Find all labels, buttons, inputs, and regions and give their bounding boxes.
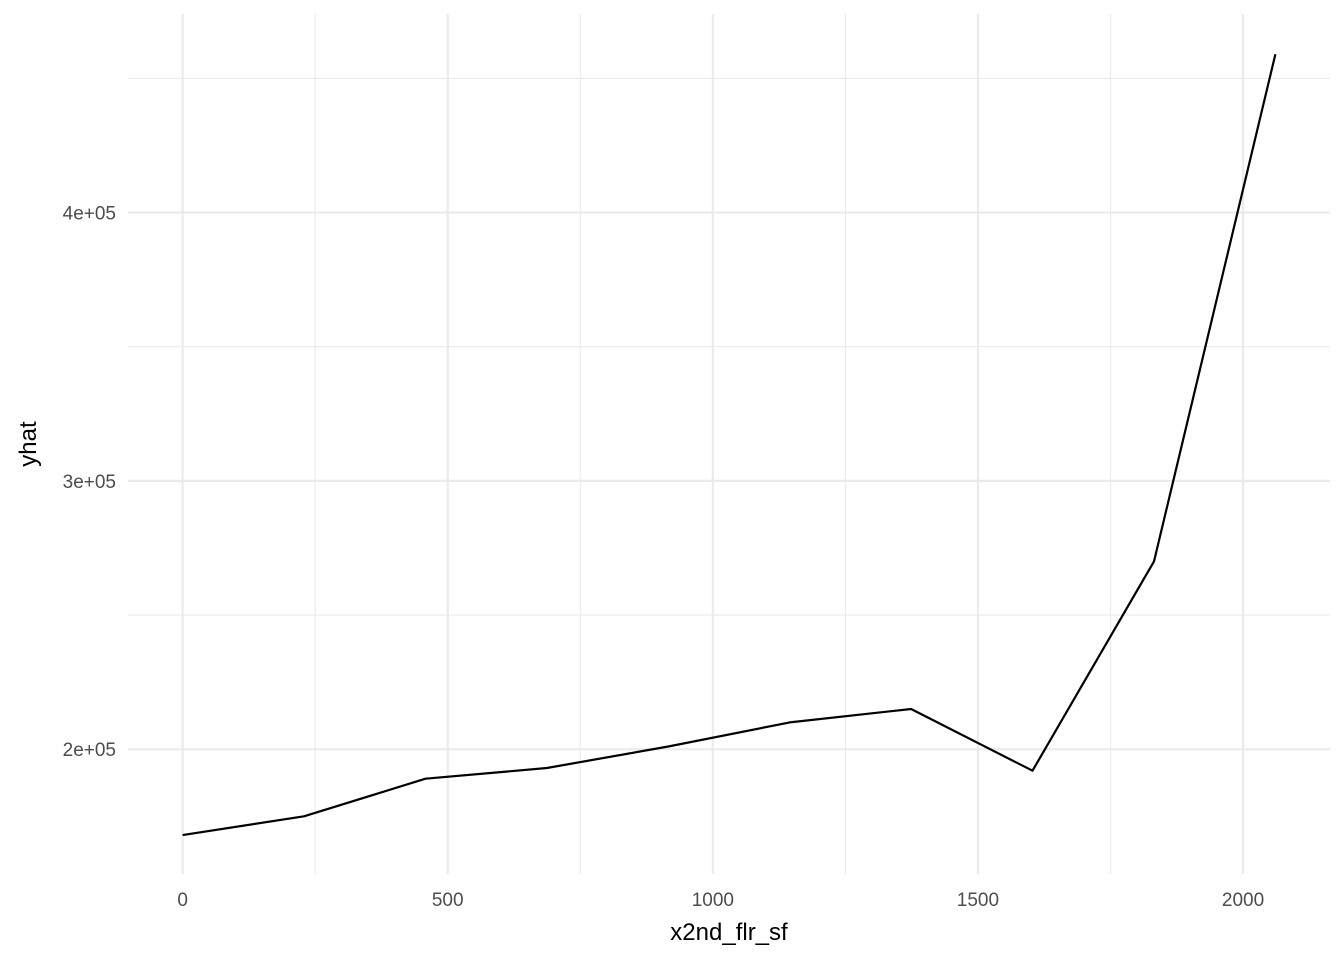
series-line-0 <box>182 53 1277 837</box>
x-axis-title: x2nd_flr_sf <box>670 919 788 946</box>
major-gridlines-x <box>181 14 1245 874</box>
y-axis-title: yhat <box>15 421 42 467</box>
x-tick-label: 1500 <box>957 890 999 911</box>
series-group <box>182 53 1277 837</box>
x-tick-label: 0 <box>177 890 188 911</box>
x-tick-label: 500 <box>432 890 464 911</box>
x-tick-label: 1000 <box>692 890 734 911</box>
x-tick-label: 2000 <box>1222 890 1264 911</box>
minor-gridlines-y <box>128 77 1330 616</box>
y-tick-label: 2e+05 <box>63 740 116 761</box>
y-tick-label: 4e+05 <box>63 204 116 225</box>
y-tick-labels: 2e+05 3e+05 4e+05 <box>63 204 116 762</box>
x-tick-labels: 0 500 1000 1500 2000 <box>177 890 1264 911</box>
major-gridlines-y <box>128 211 1330 751</box>
minor-gridlines-x <box>314 14 1112 874</box>
y-tick-label: 3e+05 <box>63 472 116 493</box>
